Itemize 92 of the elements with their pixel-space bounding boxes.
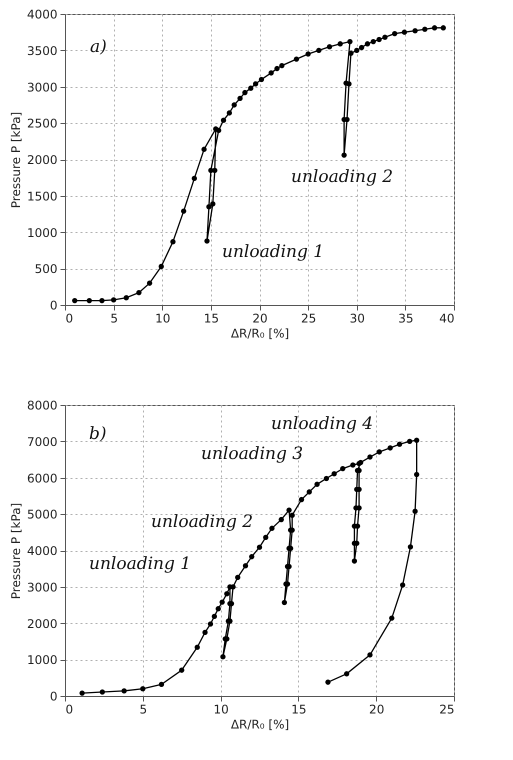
y-tick-label: 500 xyxy=(34,262,58,276)
point xyxy=(376,36,382,42)
point xyxy=(258,76,264,82)
x-tick-label: 5 xyxy=(110,312,118,326)
point xyxy=(192,176,197,182)
x-tick-label: 10 xyxy=(155,312,170,326)
point xyxy=(158,264,164,270)
point xyxy=(338,41,343,46)
x-tick-label: 20 xyxy=(252,312,268,326)
y-tick-label: 8000 xyxy=(26,398,58,412)
point xyxy=(170,239,176,244)
y-tick-label: 3500 xyxy=(26,44,58,58)
point xyxy=(124,295,129,300)
point xyxy=(432,25,438,30)
point xyxy=(440,25,446,30)
y-tick-label: 1000 xyxy=(26,653,58,668)
y-tick-label: 2000 xyxy=(26,616,58,631)
y-tick-label: 2500 xyxy=(26,116,58,131)
point xyxy=(392,31,398,36)
point xyxy=(294,56,300,62)
point xyxy=(232,102,237,108)
point xyxy=(216,128,222,134)
point xyxy=(201,146,207,152)
point xyxy=(226,110,232,116)
y-tick-label: 0 xyxy=(50,298,58,312)
x-axis-title: ΔR/R₀ [%] xyxy=(230,718,290,732)
point xyxy=(206,204,212,210)
point xyxy=(412,28,418,34)
x-axis-title: ΔR/R₀ [%] xyxy=(230,326,290,340)
y-axis-title: Pressure P [kPa] xyxy=(8,502,23,600)
point xyxy=(358,44,364,50)
point xyxy=(242,90,248,96)
y-tick-label: 3000 xyxy=(26,580,58,594)
x-tick-label: 40 xyxy=(439,312,454,326)
point xyxy=(210,201,216,207)
point xyxy=(348,50,354,56)
annotation: unloading 4 xyxy=(271,414,374,434)
point xyxy=(354,48,360,54)
point xyxy=(220,118,226,123)
point xyxy=(316,48,322,54)
point xyxy=(110,297,116,303)
point xyxy=(364,41,370,46)
point xyxy=(347,39,353,44)
annotation: unloading 2 xyxy=(151,512,254,532)
x-tick-label: 15 xyxy=(291,702,307,716)
y-tick-label: 0 xyxy=(50,690,58,704)
point xyxy=(279,63,285,68)
point xyxy=(252,81,258,86)
annotation: unloading 2 xyxy=(291,167,394,187)
y-tick-label: 3000 xyxy=(26,80,58,94)
point xyxy=(268,70,274,76)
annotation: b) xyxy=(89,424,107,444)
point xyxy=(305,51,311,57)
x-tick-label: 15 xyxy=(204,312,220,326)
y-tick-label: 1500 xyxy=(26,189,58,204)
x-tick-label: 0 xyxy=(66,312,74,326)
y-tick-label: 4000 xyxy=(26,8,58,22)
x-tick-label: 0 xyxy=(66,702,74,716)
x-tick-label: 35 xyxy=(398,312,414,326)
x-tick-label: 20 xyxy=(369,702,384,716)
point xyxy=(382,34,388,40)
point xyxy=(86,298,92,304)
point xyxy=(248,86,254,91)
annotation: unloading 1 xyxy=(222,242,324,262)
point xyxy=(370,39,376,44)
point xyxy=(326,44,332,50)
x-tick-label: 25 xyxy=(439,702,454,716)
point xyxy=(402,30,408,35)
point xyxy=(204,238,210,244)
point xyxy=(146,280,152,286)
y-tick-label: 6000 xyxy=(26,471,58,486)
y-axis-title: Pressure P [kPa] xyxy=(8,112,23,208)
annotation: unloading 1 xyxy=(89,554,192,574)
y-tick-label: 4000 xyxy=(26,544,58,558)
point xyxy=(72,298,78,304)
point xyxy=(237,96,243,102)
point xyxy=(181,208,186,214)
y-tick-label: 2000 xyxy=(26,153,58,167)
x-tick-label: 10 xyxy=(213,702,229,716)
x-tick-label: 30 xyxy=(350,312,365,326)
x-tick-label: 25 xyxy=(300,312,316,326)
point xyxy=(341,152,347,158)
point xyxy=(99,298,105,304)
y-tick-label: 7000 xyxy=(26,434,58,449)
point xyxy=(274,66,280,72)
y-tick-label: 1000 xyxy=(26,226,58,240)
point xyxy=(422,26,428,32)
point xyxy=(136,290,142,296)
x-tick-label: 5 xyxy=(139,702,148,716)
annotation: a) xyxy=(90,37,107,57)
annotation: unloading 3 xyxy=(201,444,304,464)
y-tick-label: 5000 xyxy=(26,508,58,522)
